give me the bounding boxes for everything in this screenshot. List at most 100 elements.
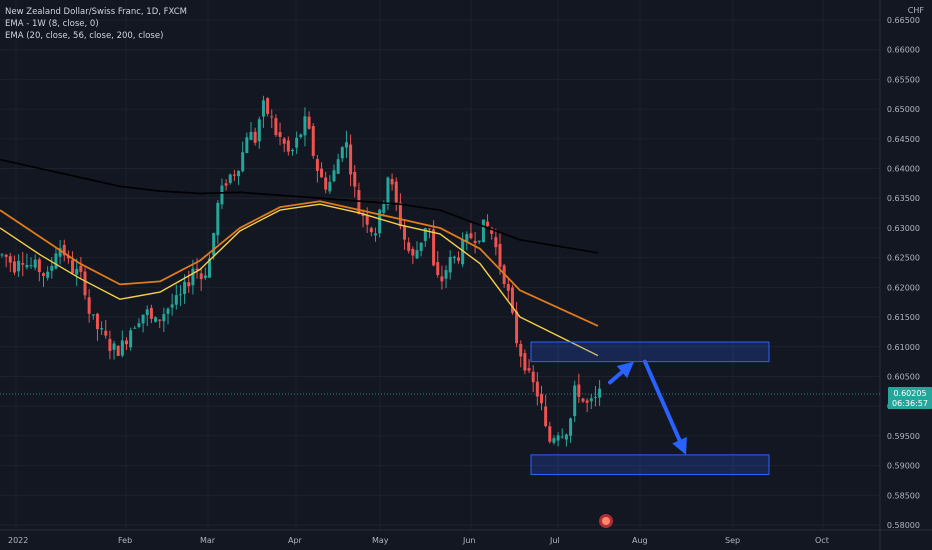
candle-body: [50, 265, 54, 271]
candle-body: [473, 240, 477, 244]
candle-body: [407, 242, 411, 251]
candle-body: [237, 170, 241, 177]
candle-body: [203, 275, 207, 279]
price-tick-label: 0.58500: [887, 491, 920, 500]
candle-body: [216, 202, 220, 236]
indicator-ema-multi[interactable]: EMA (20, close, 56, close, 200, close): [5, 31, 164, 41]
candle-body: [581, 398, 585, 402]
candle-body: [149, 307, 153, 319]
candle-body: [382, 202, 386, 213]
candle-body: [75, 268, 79, 275]
arrow-shaft: [608, 370, 624, 385]
candle-body: [569, 418, 573, 436]
candle-body: [494, 237, 498, 248]
candle-body: [58, 248, 62, 257]
candle-body: [573, 385, 577, 417]
candle-body: [116, 345, 120, 356]
price-tick-label: 0.58000: [887, 521, 920, 530]
candle-body: [104, 330, 108, 336]
candle-body: [220, 185, 224, 205]
candle-body: [208, 258, 211, 278]
down-arrow-annotation: [643, 359, 687, 455]
price-tick-label: 0.63500: [887, 194, 920, 203]
up-arrow-annotation: [608, 361, 634, 385]
candle-body: [266, 98, 270, 114]
candle-body: [8, 256, 12, 263]
candle-body: [0, 254, 4, 256]
last-price-label: 0.60205: [893, 389, 926, 398]
ema-200-line: [0, 158, 599, 254]
candle-body: [307, 116, 311, 129]
candle-body: [415, 250, 419, 259]
candle-body: [577, 384, 581, 397]
candle-body: [432, 229, 436, 266]
candle-body: [17, 260, 21, 272]
target-zone: [530, 341, 770, 363]
candle-body: [357, 190, 361, 214]
candle-body: [29, 265, 33, 267]
candle-body: [444, 270, 448, 279]
price-tick-label: 0.59000: [887, 462, 920, 471]
candle-body: [448, 257, 452, 273]
grid: [0, 0, 880, 530]
candle-body: [365, 215, 369, 225]
last-price-badge: [888, 386, 932, 409]
price-tick-label: 0.62500: [887, 254, 920, 263]
candle-body: [257, 119, 261, 142]
candle-body: [452, 256, 456, 259]
candle-body: [398, 202, 402, 227]
arrow-head: [672, 437, 687, 455]
candle-body: [552, 438, 556, 443]
target-zone: [530, 454, 770, 475]
candle-body: [332, 170, 336, 182]
candle-body: [535, 381, 539, 397]
candle-body: [324, 177, 328, 190]
candle-body: [129, 330, 133, 348]
candle-body: [249, 132, 253, 140]
candle-body: [79, 265, 83, 272]
candle-body: [195, 268, 199, 271]
candle-body: [490, 227, 494, 234]
candle-body: [162, 314, 166, 322]
candle-body: [369, 228, 373, 233]
candle-body: [83, 271, 87, 296]
candle-body: [411, 248, 415, 256]
candle-body: [340, 147, 344, 159]
arrow-head: [616, 361, 634, 379]
candle-body: [286, 140, 290, 152]
candle-body: [344, 142, 348, 148]
candle-body: [270, 116, 274, 118]
price-tick-label: 0.59500: [887, 432, 920, 441]
candle-body: [523, 353, 527, 371]
candle-body: [141, 314, 145, 324]
candle-body: [87, 297, 91, 314]
time-tick-label: Aug: [632, 536, 648, 545]
candle-body: [21, 263, 25, 265]
price-tick-label: 0.63000: [887, 224, 920, 233]
candle-body: [253, 131, 257, 143]
candle-body: [224, 183, 228, 186]
candle-body: [54, 253, 58, 269]
candle-body: [241, 152, 245, 172]
candle-body: [481, 219, 485, 243]
indicator-ema-weekly[interactable]: EMA - 1W (8, close, 0): [5, 19, 99, 29]
candle-body: [486, 221, 490, 227]
candle-body: [469, 233, 473, 239]
candle-body: [133, 327, 137, 329]
candle-body: [336, 159, 340, 174]
symbol-title[interactable]: New Zealand Dollar/Swiss Franc, 1D, FXCM: [5, 7, 188, 17]
candle-body: [477, 240, 481, 242]
price-tick-label: 0.64000: [887, 165, 920, 174]
candle-body: [593, 396, 597, 398]
candle-body: [158, 319, 162, 321]
candle-body: [91, 314, 95, 316]
candle-body: [137, 323, 141, 327]
candle-body: [62, 244, 66, 256]
candle-body: [527, 368, 531, 371]
candle-body: [560, 436, 564, 438]
candle-body: [178, 294, 182, 296]
time-tick-label: Jul: [549, 536, 560, 545]
candle-body: [386, 177, 390, 205]
candle-body: [125, 340, 128, 345]
